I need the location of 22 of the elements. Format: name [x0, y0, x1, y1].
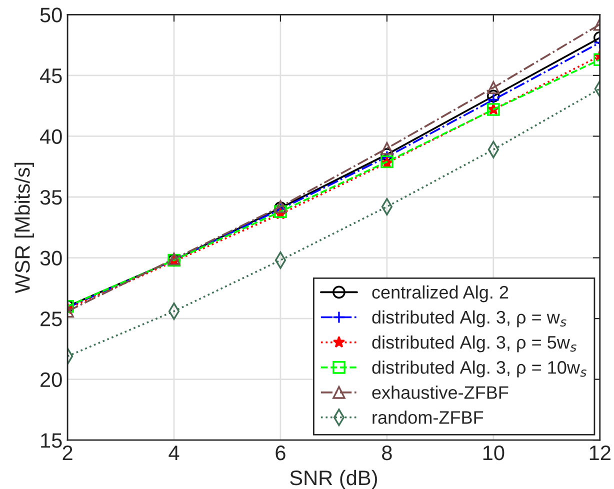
- y-tick-label: 35: [40, 190, 62, 205]
- legend-label: distributed Alg. 3, ρ = 5w$_{s}$: [372, 335, 576, 352]
- x-tick-label: 4: [168, 446, 180, 460]
- y-tick-label: 40: [40, 129, 62, 144]
- legend-label: distributed Alg. 3, ρ = w$_{s}$: [372, 310, 566, 328]
- legend-label: distributed Alg. 3, ρ = 10w$_{s}$: [372, 360, 586, 378]
- y-tick-label: 45: [40, 68, 62, 84]
- y-axis-title: WSR [Mbits/s]: [14, 162, 34, 294]
- legend-label: centralized Alg. 2: [372, 285, 508, 302]
- y-tick-label: 15: [41, 433, 62, 448]
- y-tick-label: 30: [40, 250, 62, 266]
- y-tick-label: 25: [40, 312, 62, 326]
- y-tick-label: 20: [40, 372, 62, 388]
- legend-label: random-ZFBF: [372, 410, 484, 424]
- legend-label: exhaustive-ZFBF: [372, 386, 508, 399]
- x-tick-label: 10: [483, 446, 504, 460]
- x-tick-label: 6: [276, 446, 286, 460]
- x-tick-label: 12: [590, 446, 610, 460]
- y-tick-label: 50: [40, 8, 62, 22]
- x-axis-title: SNR (dB): [290, 470, 377, 489]
- x-tick-label: 2: [62, 446, 72, 460]
- x-tick-label: 8: [382, 446, 392, 460]
